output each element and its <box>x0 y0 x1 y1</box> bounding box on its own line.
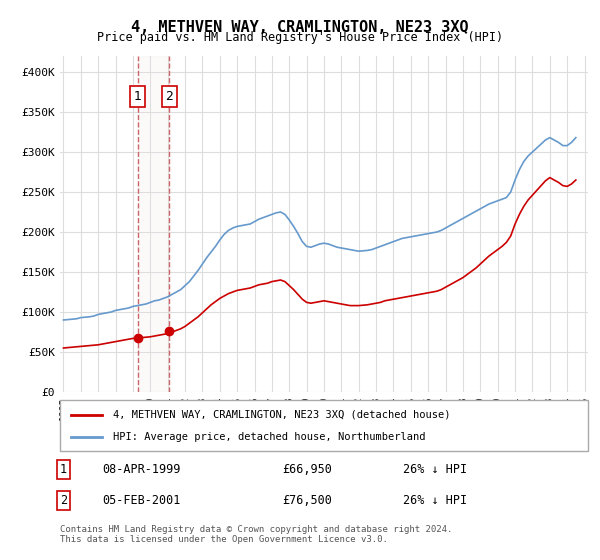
Text: HPI: Average price, detached house, Northumberland: HPI: Average price, detached house, Nort… <box>113 432 425 442</box>
Bar <box>137 56 169 392</box>
Text: 26% ↓ HPI: 26% ↓ HPI <box>403 463 467 476</box>
Text: 1: 1 <box>60 463 67 476</box>
Text: 1: 1 <box>134 90 142 103</box>
FancyBboxPatch shape <box>60 400 588 451</box>
Text: 05-FEB-2001: 05-FEB-2001 <box>102 494 181 507</box>
Text: 2: 2 <box>166 90 173 103</box>
Text: £66,950: £66,950 <box>282 463 332 476</box>
Text: 4, METHVEN WAY, CRAMLINGTON, NE23 3XQ (detached house): 4, METHVEN WAY, CRAMLINGTON, NE23 3XQ (d… <box>113 409 450 419</box>
Text: Contains HM Land Registry data © Crown copyright and database right 2024.
This d: Contains HM Land Registry data © Crown c… <box>60 525 452 544</box>
Text: 2: 2 <box>60 494 67 507</box>
Text: 08-APR-1999: 08-APR-1999 <box>102 463 181 476</box>
Text: £76,500: £76,500 <box>282 494 332 507</box>
Text: 26% ↓ HPI: 26% ↓ HPI <box>403 494 467 507</box>
Text: Price paid vs. HM Land Registry's House Price Index (HPI): Price paid vs. HM Land Registry's House … <box>97 31 503 44</box>
Text: 4, METHVEN WAY, CRAMLINGTON, NE23 3XQ: 4, METHVEN WAY, CRAMLINGTON, NE23 3XQ <box>131 20 469 35</box>
